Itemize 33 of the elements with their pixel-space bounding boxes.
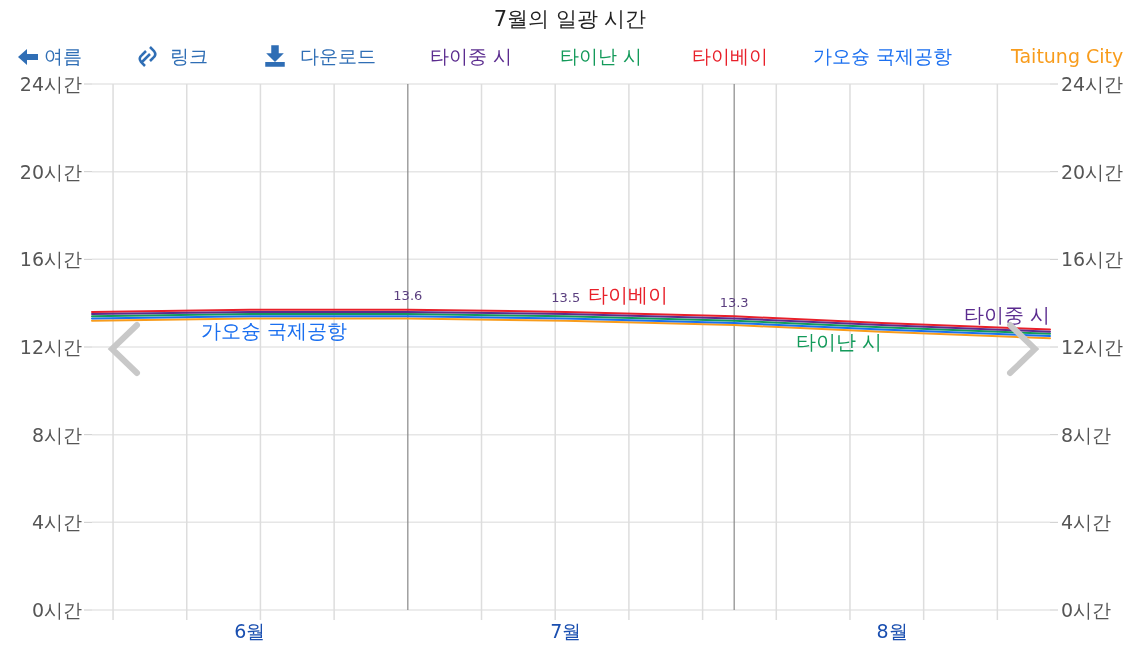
y2-tick-label: 16시간 <box>1061 248 1124 271</box>
y2-tick-label: 0시간 <box>1061 599 1112 621</box>
chart-title: 7월의 일광 시간 <box>493 7 647 31</box>
y-tick-label: 16시간 <box>19 248 82 271</box>
series-label: 타이난 시 <box>796 330 883 355</box>
annotation: 13.5 <box>551 290 581 306</box>
x-tick-label: 7월 <box>550 620 582 642</box>
text: 여름 <box>44 45 82 67</box>
text: 링크 <box>170 45 208 67</box>
annotation: 13.3 <box>719 294 749 310</box>
y-tick-label: 4시간 <box>31 511 82 534</box>
y-tick-label: 20시간 <box>19 160 82 183</box>
y-tick-label: 8시간 <box>31 423 82 446</box>
x-tick-label: 6월 <box>234 620 266 642</box>
y2-tick-label: 8시간 <box>1061 423 1112 446</box>
series-label: 타이베이 <box>588 282 669 307</box>
annotation: 13.6 <box>393 287 423 303</box>
y2-tick-label: 12시간 <box>1061 336 1124 358</box>
text: 타이베이 <box>692 45 768 67</box>
y-tick-label: 24시간 <box>19 73 82 95</box>
y-tick-label: 12시간 <box>19 336 82 358</box>
x-tick-label: 8월 <box>876 620 908 642</box>
text: 다운로드 <box>300 45 376 67</box>
y2-tick-label: 4시간 <box>1061 511 1112 534</box>
y2-tick-label: 24시간 <box>1061 73 1124 95</box>
series-label: 타이중 시 <box>963 302 1051 327</box>
text: 타이난 시 <box>560 45 643 67</box>
y-tick-label: 0시간 <box>31 599 82 621</box>
y2-tick-label: 20시간 <box>1061 160 1124 183</box>
series-label: 가오슝 국제공항 <box>200 319 348 344</box>
text: 타이중 시 <box>430 45 513 67</box>
text: Taitung City <box>1010 45 1124 67</box>
text: 가오슝 국제공항 <box>813 45 953 67</box>
